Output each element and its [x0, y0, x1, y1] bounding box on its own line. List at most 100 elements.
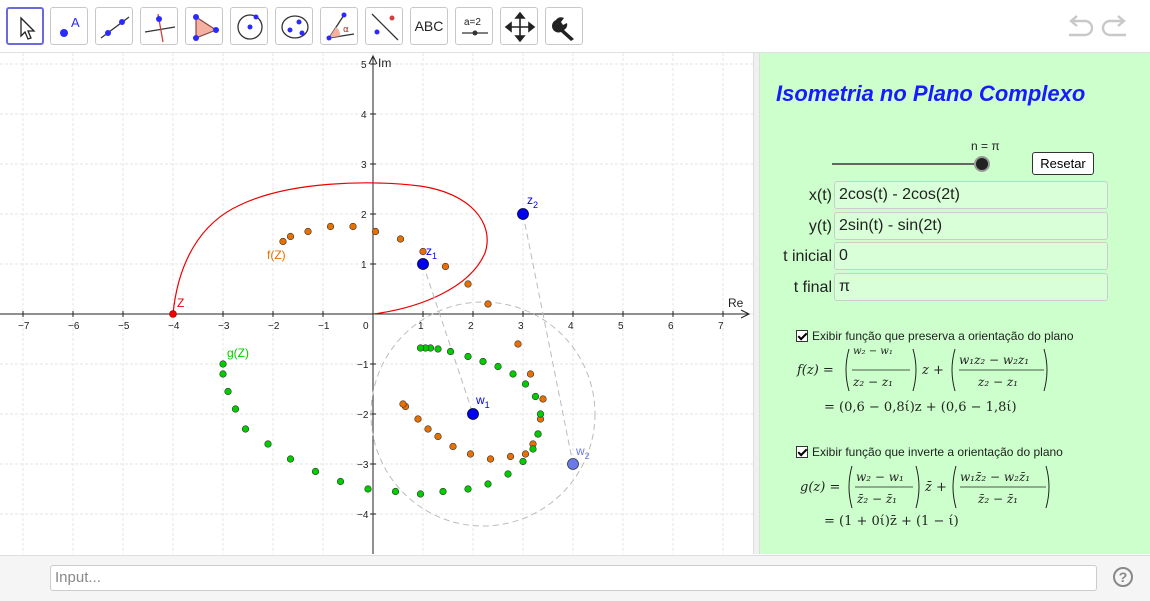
xt-input[interactable]: 2cos(t) - 2cos(2t): [834, 181, 1108, 209]
slider-icon: a=2: [462, 17, 488, 36]
w2-point[interactable]: [567, 458, 579, 470]
algebra-input[interactable]: Input...: [50, 565, 1097, 591]
view-splitter[interactable]: [753, 53, 760, 554]
g-formula-lhs: g(z) =: [800, 480, 840, 495]
undo-button[interactable]: [1064, 12, 1094, 40]
f-formula-lhs: f(z) =: [796, 363, 834, 378]
move-view-tool-button[interactable]: [500, 7, 538, 45]
g-image-point: [311, 467, 320, 476]
g-curve-label: g(Z): [227, 346, 249, 360]
svg-text:a=2: a=2: [464, 17, 481, 28]
polygon-icon: [193, 14, 219, 41]
x-tick-label: 5: [618, 321, 624, 332]
redo-button[interactable]: [1101, 12, 1131, 40]
y-tick-label: 1: [361, 260, 367, 271]
f-image-point: [484, 300, 492, 308]
y-tick-label: −3: [357, 460, 369, 471]
n-slider-track[interactable]: [832, 163, 982, 165]
g-image-point: [434, 345, 442, 353]
help-icon[interactable]: ?: [1113, 567, 1133, 587]
f-image-point: [449, 442, 457, 451]
x-axis-arrow: [740, 309, 751, 319]
move-tool-button[interactable]: [6, 7, 44, 45]
g-image-point: [464, 485, 472, 493]
f-frac2-num: w₁z₂ − w₂z₁: [959, 353, 1029, 367]
f-image-point: [396, 235, 405, 243]
settings-tool-button[interactable]: [545, 7, 583, 45]
g-image-point: [391, 487, 400, 496]
yt-label: y(t): [808, 218, 832, 235]
g-image-point: [446, 347, 455, 356]
g-frac2-den: z̄₂ − z̄₁: [977, 492, 1018, 506]
x-tick-label: 2: [468, 321, 474, 332]
angle-tool-button[interactable]: α: [320, 7, 358, 45]
wrench-icon: [552, 17, 574, 41]
x-tick-label: −2: [268, 321, 280, 332]
graphics-view[interactable]: Re Im −7 −6 −5 −4 −3 −2 −1 0 1 2 3 4 5 6 7 5 4 3 2 1 −1 −2 −3 −4 …: [0, 53, 753, 554]
f-image-point: [419, 247, 427, 256]
z2-point-label: z2: [527, 193, 538, 210]
y-tick-label: −2: [357, 410, 369, 421]
f-image-point: [526, 370, 535, 378]
g-image-point: [241, 425, 250, 433]
y-tick-label: 5: [361, 60, 367, 71]
reset-button[interactable]: Resetar: [1032, 152, 1094, 175]
ellipse-icon: [281, 15, 309, 39]
f-image-point: [521, 450, 530, 458]
conic-tool-button[interactable]: [275, 7, 313, 45]
point-tool-button[interactable]: A: [50, 7, 88, 45]
slider-tool-button[interactable]: a=2: [455, 7, 493, 45]
y-tick-label: −4: [357, 510, 369, 521]
g-image-point: [509, 370, 517, 378]
angle-icon: α: [326, 12, 355, 41]
z1-point[interactable]: [417, 258, 429, 270]
move-arrows-icon: [504, 11, 536, 43]
f-image-point: [466, 450, 475, 458]
yt-input[interactable]: 2sin(t) - sin(2t): [834, 212, 1108, 240]
g-image-point: [504, 470, 512, 478]
z2-point[interactable]: [517, 208, 529, 220]
g-image-point: [479, 357, 487, 366]
f-image-point: [539, 395, 547, 403]
line-tool-button[interactable]: [95, 7, 133, 45]
Z-point[interactable]: [169, 310, 177, 318]
g-image-point: [219, 370, 227, 378]
text-tool-button[interactable]: ABC: [410, 7, 448, 45]
arrow-z2-w2: [522, 213, 574, 465]
preserve-orientation-checkbox-row[interactable]: Exibir função que preserva a orientação …: [796, 329, 1074, 343]
x-tick-label: −6: [68, 321, 80, 332]
preserve-orientation-label: Exibir função que preserva a orientação …: [812, 329, 1074, 343]
g-image-point: [494, 362, 502, 371]
f-formula-result: = (0,6 − 0,8ί)z + (0,6 − 1,8ί): [824, 400, 1017, 415]
g-image-point: [416, 344, 425, 352]
reflect-tool-button[interactable]: [365, 7, 403, 45]
f-image-point: [486, 455, 495, 463]
y-axis-label: Im: [378, 56, 391, 70]
g-frac2-num: w₁z̄₂ − w₂z̄₁: [960, 470, 1030, 484]
arrow-z1-w1: [422, 263, 474, 415]
polygon-tool-button[interactable]: [185, 7, 223, 45]
line-icon: [100, 16, 130, 39]
x-tick-label: −7: [18, 321, 30, 332]
t-initial-input[interactable]: 0: [834, 242, 1108, 270]
f-image-point: [349, 222, 357, 231]
invert-orientation-checkbox[interactable]: [796, 446, 808, 458]
x-tick-label: −5: [118, 321, 130, 332]
w1-point[interactable]: [467, 408, 479, 420]
g-formula-result: = (1 + 0ί)z̄ + (1 − ί): [824, 514, 959, 529]
invert-orientation-checkbox-row[interactable]: Exibir função que inverte a orientação d…: [796, 445, 1063, 459]
g-image-point: [264, 440, 272, 448]
x-tick-label: 7: [718, 321, 724, 332]
circle-tool-button[interactable]: [230, 7, 268, 45]
t-final-input[interactable]: π: [834, 273, 1108, 301]
f-frac2-den: z₂ − z₁: [977, 375, 1018, 389]
grid-lines: [0, 53, 753, 554]
x-tick-label: 1: [418, 321, 424, 332]
x-tick-label: −4: [168, 321, 180, 332]
perpendicular-tool-button[interactable]: [140, 7, 178, 45]
n-slider-knob[interactable]: [974, 156, 990, 172]
y-tick-label: 2: [361, 210, 367, 221]
f-image-point: [279, 237, 287, 246]
preserve-orientation-checkbox[interactable]: [796, 330, 808, 342]
